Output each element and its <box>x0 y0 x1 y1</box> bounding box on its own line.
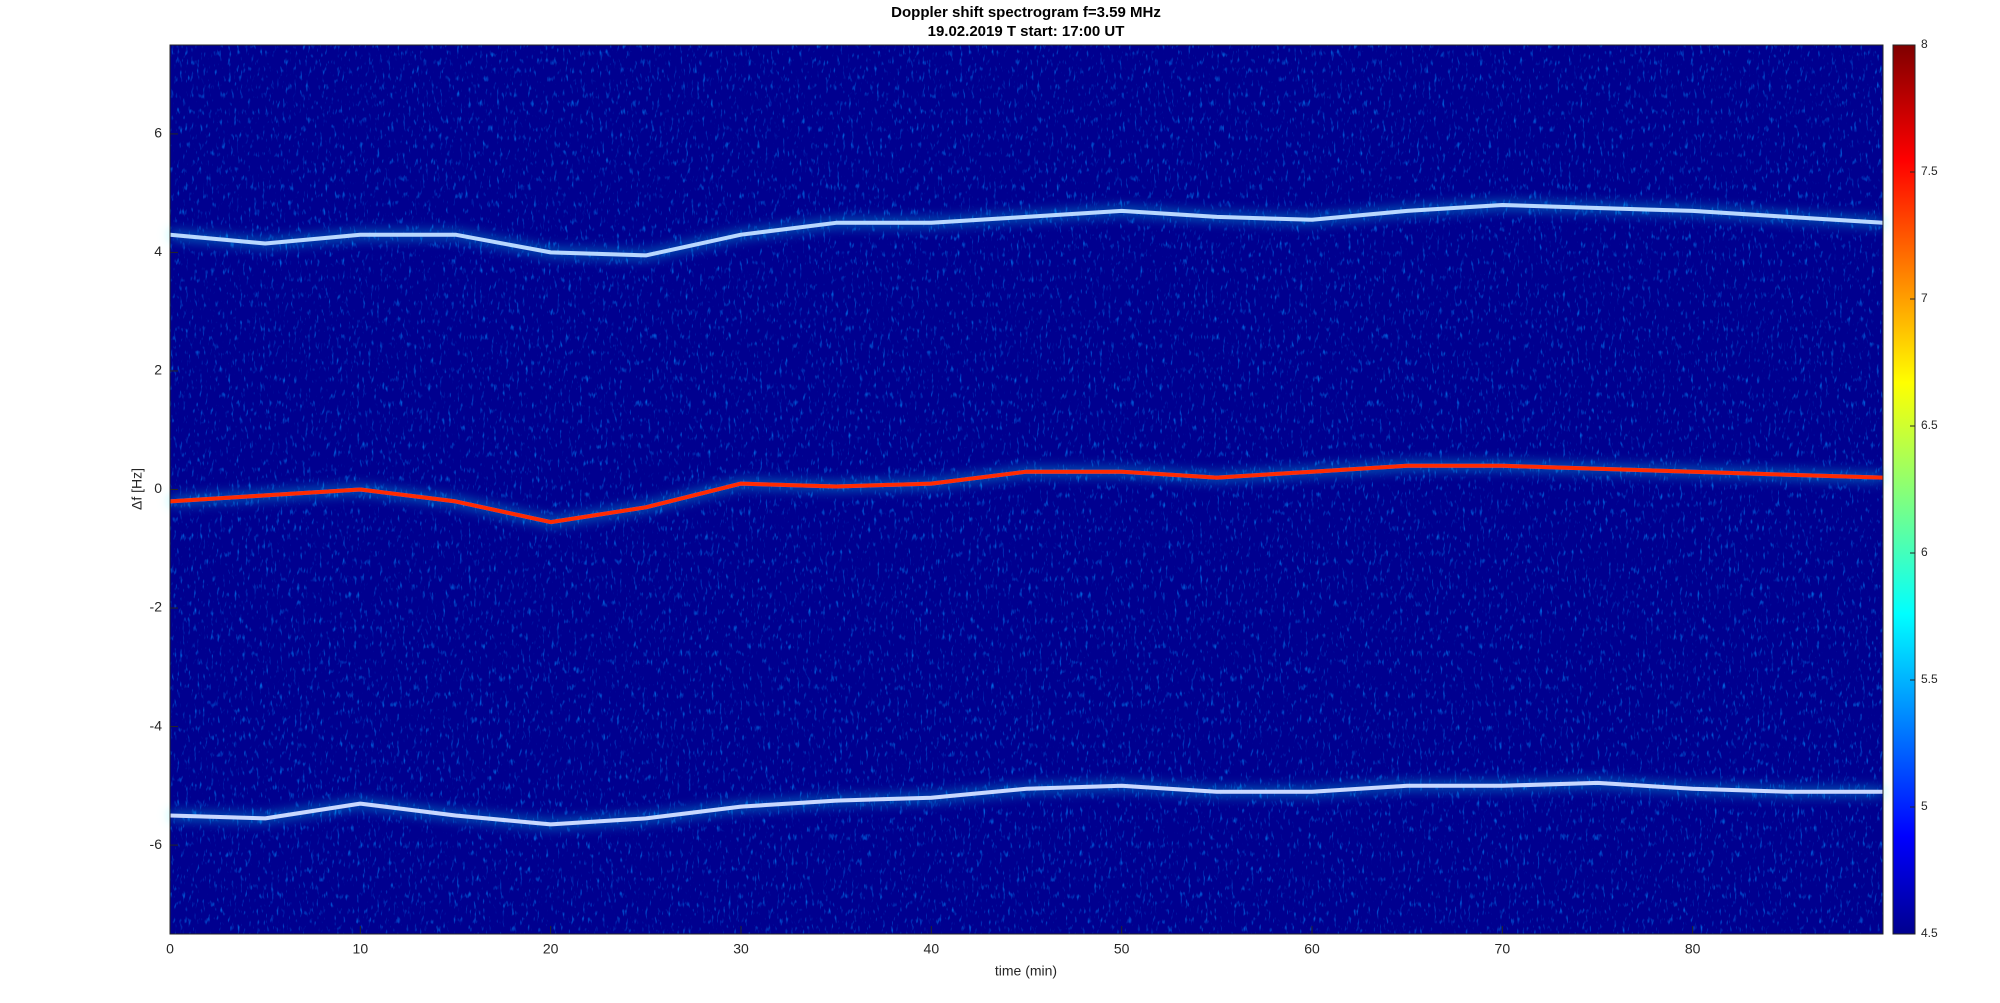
x-tick-label: 20 <box>543 941 559 957</box>
colorbar-tick-label: 4.5 <box>1921 926 1938 940</box>
x-tick-label: 50 <box>1114 941 1130 957</box>
x-tick-label: 30 <box>733 941 749 957</box>
colorbar-tick-label: 6.5 <box>1921 418 1938 432</box>
y-tick-label: 6 <box>154 125 162 141</box>
chart-subtitle: 19.02.2019 T start: 17:00 UT <box>928 23 1125 40</box>
doppler-trace <box>169 463 1884 525</box>
colorbar-tick-label: 7 <box>1921 291 1928 305</box>
y-tick-label: 4 <box>154 243 162 259</box>
y-tick-label: -2 <box>150 599 163 615</box>
x-tick-label: 60 <box>1304 941 1320 957</box>
colorbar-tick-label: 5 <box>1921 799 1928 813</box>
chart-title: Doppler shift spectrogram f=3.59 MHz <box>891 4 1161 21</box>
y-tick-label: 2 <box>154 362 162 378</box>
colorbar-tick-label: 5.5 <box>1921 672 1938 686</box>
x-tick-label: 70 <box>1495 941 1511 957</box>
colorbar-tick-label: 6 <box>1921 545 1928 559</box>
y-tick-label: -6 <box>150 836 163 852</box>
x-tick-label: 0 <box>166 941 174 957</box>
colorbar <box>1892 44 1916 935</box>
colorbar-tick-label: 8 <box>1921 37 1928 51</box>
y-tick-label: -4 <box>150 717 163 733</box>
colorbar-tick-label: 7.5 <box>1921 164 1938 178</box>
x-tick-label: 80 <box>1685 941 1701 957</box>
x-tick-label: 40 <box>924 941 940 957</box>
y-axis-label: Δf [Hz] <box>129 468 145 510</box>
doppler-trace <box>169 780 1883 827</box>
x-axis-label: time (min) <box>995 963 1057 979</box>
x-tick-label: 10 <box>353 941 369 957</box>
doppler-trace <box>169 203 1884 258</box>
y-tick-label: 0 <box>154 480 162 496</box>
background-noise <box>170 45 1883 934</box>
